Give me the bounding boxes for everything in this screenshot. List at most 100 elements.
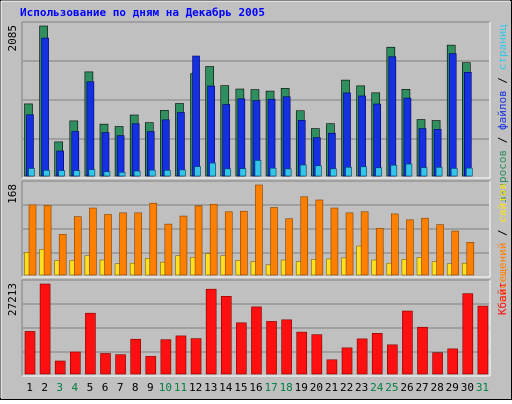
files-bar [358, 95, 366, 177]
kbytes-bar [39, 283, 51, 375]
legend-entry: страниц [496, 24, 509, 70]
kbytes-bar [387, 344, 398, 375]
legend-entry: запросов [496, 150, 509, 203]
pages-bar [103, 171, 111, 177]
y-max-label: 2085 [6, 25, 19, 52]
visits-bar [164, 223, 173, 276]
legend-separator: / [496, 223, 509, 243]
kbytes-bar [145, 356, 157, 375]
kbytes-bar [447, 348, 459, 375]
pages-bar [194, 166, 201, 177]
top-panel-group: 2085 запросов / файлов / страниц [6, 21, 509, 203]
visits-bar [360, 211, 369, 276]
pages-bar [179, 169, 186, 177]
pages-bar [209, 162, 216, 177]
x-tick-label: 22 [340, 381, 353, 394]
x-tick-label: 26 [400, 381, 413, 394]
visits-bar [451, 230, 460, 276]
visits-bar [285, 218, 293, 276]
files-bar [131, 123, 140, 177]
visits-bar [149, 202, 158, 276]
pages-bar [299, 164, 307, 177]
files-bar [86, 81, 95, 177]
kbytes-bar [281, 319, 292, 375]
pages-bar [345, 166, 352, 177]
kbytes-bar [54, 360, 66, 375]
x-tick-label: 5 [87, 381, 94, 394]
visits-bar [406, 219, 414, 276]
chart-title: Использование по дням на Декабрь 2005 [20, 6, 265, 19]
kbytes-bar [341, 347, 353, 375]
x-tick-label: 19 [295, 381, 308, 394]
pages-bar [88, 169, 96, 177]
pages-bar [28, 168, 35, 177]
kbytes-bar [296, 331, 308, 375]
kbytes-bar [115, 354, 126, 375]
middle-legend: посещений / сайтов [496, 183, 509, 302]
x-tick-label: 16 [249, 381, 262, 394]
kbytes-bar [311, 334, 323, 375]
visits-bar [104, 214, 112, 276]
kbytes-bar [205, 288, 217, 375]
files-bar [388, 56, 397, 177]
kbytes-bar [130, 338, 141, 375]
x-tick-label: 29 [446, 381, 459, 394]
kbytes-bar [417, 326, 428, 375]
files-bar [146, 131, 155, 177]
kbytes-bar [160, 339, 172, 375]
files-bar [116, 135, 125, 177]
x-tick-label: 1 [26, 381, 33, 394]
pages-bar [239, 168, 247, 177]
visits-bar [119, 212, 127, 276]
x-tick-label: 13 [204, 381, 217, 394]
pages-bar [435, 167, 443, 177]
x-tick-label: 17 [264, 381, 277, 394]
visits-bar [240, 210, 248, 276]
visits-bar [43, 205, 52, 276]
kbytes-bar [220, 296, 232, 375]
legend-entry: Кбайт [496, 282, 509, 315]
files-bar [71, 131, 80, 177]
visits-bar [134, 212, 142, 276]
pages-bar [164, 170, 171, 177]
files-bar [41, 37, 49, 177]
x-tick-label: 9 [147, 381, 154, 394]
visits-bar [73, 216, 82, 276]
pages-bar [390, 164, 398, 177]
visits-bar [345, 212, 354, 276]
x-tick-label: 8 [132, 381, 139, 394]
pages-bar [330, 168, 337, 177]
pages-bar [405, 163, 413, 177]
x-tick-label: 6 [102, 381, 109, 394]
bottom-legend: Кбайт [496, 282, 509, 315]
legend-separator: / [496, 70, 509, 90]
x-tick-label: 23 [355, 381, 368, 394]
kbytes-bar [251, 306, 262, 375]
kbytes-bar [85, 312, 96, 375]
x-tick-label: 7 [117, 381, 124, 394]
x-tick-label: 27 [415, 381, 428, 394]
kbytes-bar [477, 305, 489, 375]
visits-bar [375, 228, 384, 276]
visits-bar [58, 233, 67, 276]
x-tick-label: 18 [280, 381, 293, 394]
files-bar [192, 55, 200, 177]
x-tick-label: 20 [310, 381, 323, 394]
x-tick-label: 15 [234, 381, 247, 394]
files-bar [222, 104, 231, 177]
kbytes-bar [432, 352, 443, 375]
visits-bar [179, 215, 188, 276]
legend-entry: сайтов [496, 183, 509, 223]
bottom-panel-group: 27213 Кбайт [6, 279, 509, 377]
visits-bar [89, 207, 97, 276]
y-max-label: 168 [6, 184, 19, 204]
pages-bar [269, 167, 277, 177]
x-tick-label: 21 [325, 381, 338, 394]
pages-bar [148, 169, 156, 177]
kbytes-bar [236, 322, 247, 375]
kbytes-bar [69, 351, 81, 375]
visits-bar [330, 207, 339, 276]
files-bar [282, 96, 291, 177]
